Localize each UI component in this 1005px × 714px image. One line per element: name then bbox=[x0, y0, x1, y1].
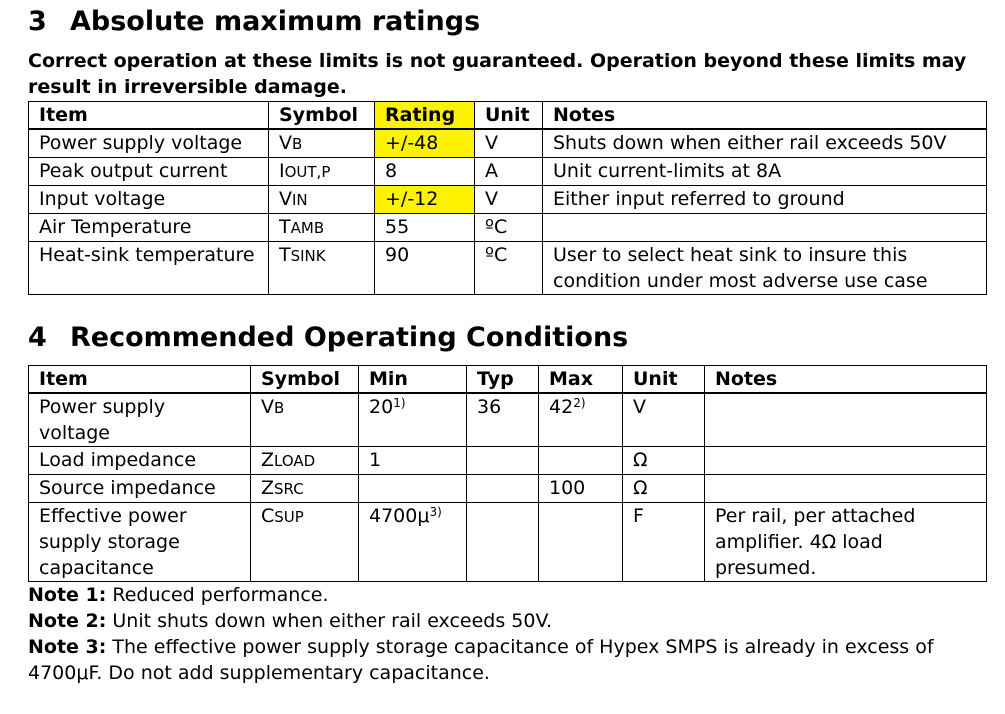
cell-item: Power supply voltage bbox=[28, 128, 269, 158]
table-header-row: Item Symbol Min Typ Max Unit Notes bbox=[28, 365, 987, 394]
section-number: 3 bbox=[28, 6, 47, 37]
column-header: Symbol bbox=[250, 365, 359, 394]
cell-max: 422) bbox=[538, 392, 623, 447]
cell-item: Input voltage bbox=[28, 185, 269, 214]
column-header: Symbol bbox=[268, 101, 375, 130]
cell-unit: ºC bbox=[474, 213, 543, 242]
cell-min bbox=[358, 474, 467, 503]
cell-symbol: IOUT,P bbox=[268, 157, 375, 186]
cell-rating: +/-12 bbox=[374, 185, 475, 214]
cell-notes: Per rail, per attached amplifier. 4Ω loa… bbox=[704, 502, 987, 582]
section-title: Absolute maximum ratings bbox=[70, 6, 481, 37]
cell-unit: ºC bbox=[474, 241, 543, 295]
table-row: Load impedance ZLOAD 1 Ω bbox=[28, 446, 987, 475]
footnote: Note 2: Unit shuts down when either rail… bbox=[28, 610, 553, 632]
cell-unit: F bbox=[622, 502, 705, 582]
cell-min: 4700μ3) bbox=[358, 502, 467, 582]
table-row: Power supply voltage VB 201) 36 422) V bbox=[28, 392, 987, 447]
cell-item: Source impedance bbox=[28, 474, 251, 503]
column-header: Min bbox=[358, 365, 467, 394]
cell-max bbox=[538, 502, 623, 582]
footnote: Note 3: The effective power supply stora… bbox=[28, 636, 934, 684]
section-title: Recommended Operating Conditions bbox=[70, 322, 629, 353]
cell-symbol: ZLOAD bbox=[250, 446, 359, 475]
cell-symbol: TSINK bbox=[268, 241, 375, 295]
column-header: Unit bbox=[622, 365, 705, 394]
cell-unit: V bbox=[622, 392, 705, 447]
cell-item: Power supply voltage bbox=[28, 392, 251, 447]
cell-unit: Ω bbox=[622, 474, 705, 503]
cell-rating: +/-48 bbox=[374, 128, 475, 158]
cell-item: Heat-sink temperature bbox=[28, 241, 269, 295]
table-row: Peak output current IOUT,P 8 A Unit curr… bbox=[28, 157, 987, 186]
cell-typ: 36 bbox=[466, 392, 539, 447]
absolute-max-ratings-table: Item Symbol Rating Unit Notes Power supp… bbox=[28, 101, 987, 295]
cell-symbol: VIN bbox=[268, 185, 375, 214]
column-header: Rating bbox=[374, 101, 475, 130]
column-header: Notes bbox=[542, 101, 987, 130]
column-header: Notes bbox=[704, 365, 987, 394]
cell-min: 1 bbox=[358, 446, 467, 475]
cell-rating: 8 bbox=[374, 157, 475, 186]
cell-typ bbox=[466, 474, 539, 503]
cell-notes bbox=[542, 213, 987, 242]
table-row: Effective power supply storage capacitan… bbox=[28, 502, 987, 582]
cell-notes: Shuts down when either rail exceeds 50V bbox=[542, 128, 987, 158]
column-header: Typ bbox=[466, 365, 539, 394]
cell-unit: V bbox=[474, 128, 543, 158]
footnotes: Note 1: Reduced performance. Note 2: Uni… bbox=[28, 582, 978, 686]
cell-item: Load impedance bbox=[28, 446, 251, 475]
cell-symbol: VB bbox=[250, 392, 359, 447]
cell-notes: User to select heat sink to insure this … bbox=[542, 241, 987, 295]
cell-min: 201) bbox=[358, 392, 467, 447]
cell-rating: 90 bbox=[374, 241, 475, 295]
column-header: Max bbox=[538, 365, 623, 394]
cell-notes: Unit current-limits at 8A bbox=[542, 157, 987, 186]
section-3-subtitle: Correct operation at these limits is not… bbox=[28, 50, 967, 98]
cell-item: Effective power supply storage capacitan… bbox=[28, 502, 251, 582]
cell-unit: A bbox=[474, 157, 543, 186]
cell-max: 100 bbox=[538, 474, 623, 503]
table-row: Power supply voltage VB +/-48 V Shuts do… bbox=[28, 128, 987, 158]
cell-item: Air Temperature bbox=[28, 213, 269, 242]
table-header-row: Item Symbol Rating Unit Notes bbox=[28, 101, 987, 130]
column-header: Item bbox=[28, 365, 251, 394]
cell-symbol: CSUP bbox=[250, 502, 359, 582]
cell-symbol: TAMB bbox=[268, 213, 375, 242]
section-4-heading: 4 Recommended Operating Conditions bbox=[28, 322, 628, 353]
cell-unit: Ω bbox=[622, 446, 705, 475]
column-header: Item bbox=[28, 101, 269, 130]
cell-unit: V bbox=[474, 185, 543, 214]
cell-symbol: VB bbox=[268, 128, 375, 158]
section-number: 4 bbox=[28, 322, 47, 353]
cell-typ bbox=[466, 446, 539, 475]
cell-notes bbox=[704, 446, 987, 475]
footnote: Note 1: Reduced performance. bbox=[28, 584, 329, 606]
cell-rating: 55 bbox=[374, 213, 475, 242]
table-row: Source impedance ZSRC 100 Ω bbox=[28, 474, 987, 503]
recommended-operating-conditions-table: Item Symbol Min Typ Max Unit Notes Power… bbox=[28, 365, 987, 582]
cell-notes: Either input referred to ground bbox=[542, 185, 987, 214]
cell-typ bbox=[466, 502, 539, 582]
table-row: Input voltage VIN +/-12 V Either input r… bbox=[28, 185, 987, 214]
table-row: Air Temperature TAMB 55 ºC bbox=[28, 213, 987, 242]
column-header: Unit bbox=[474, 101, 543, 130]
section-3-heading: 3 Absolute maximum ratings bbox=[28, 6, 480, 37]
cell-notes bbox=[704, 392, 987, 447]
cell-symbol: ZSRC bbox=[250, 474, 359, 503]
cell-notes bbox=[704, 474, 987, 503]
cell-item: Peak output current bbox=[28, 157, 269, 186]
table-row: Heat-sink temperature TSINK 90 ºC User t… bbox=[28, 241, 987, 295]
cell-max bbox=[538, 446, 623, 475]
